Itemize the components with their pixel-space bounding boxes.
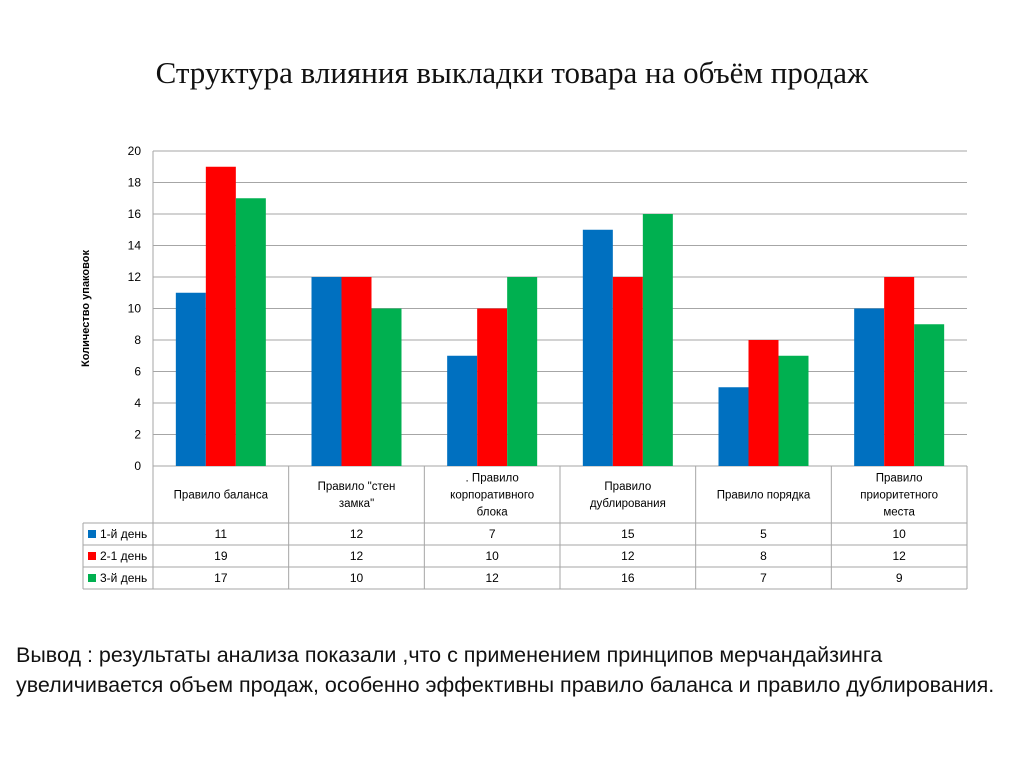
bar [914,324,945,466]
y-tick-label: 16 [128,207,142,221]
data-table-value: 19 [214,549,228,563]
category-label: Правило [604,481,651,493]
data-table-value: 15 [621,527,635,541]
y-axis-title: Количество упаковок [80,250,92,367]
bar [447,355,478,466]
category-label: Правило "стен [318,481,396,493]
y-tick-label: 14 [128,239,142,253]
bar [778,355,809,466]
legend-label: 1-й день [100,527,147,541]
y-tick-label: 12 [128,270,142,284]
bar [884,277,915,466]
y-tick-label: 8 [134,333,141,347]
data-table-value: 8 [760,549,767,563]
legend-key [88,530,96,538]
category-label: блока [477,507,509,519]
data-table-value: 12 [350,527,364,541]
bar [235,198,266,466]
legend-label: 2-1 день [100,549,147,563]
bar [582,229,613,466]
data-table-value: 10 [485,549,499,563]
category-label: Правило баланса [174,490,269,502]
data-table-value: 12 [621,549,635,563]
data-table-value: 10 [892,527,906,541]
bar [612,277,643,466]
bar [854,308,885,466]
bar [175,292,206,466]
bar [477,308,508,466]
data-table-value: 5 [760,527,767,541]
chart-title: Структура влияния выкладки товара на объ… [155,55,869,90]
category-label: Правило порядка [717,490,811,502]
data-table-value: 11 [215,527,228,541]
bar [718,387,749,466]
data-table-value: 10 [350,571,364,585]
category-label: замка" [339,498,374,510]
category-label: дублирования [590,498,666,510]
data-table-value: 17 [214,571,228,585]
y-tick-label: 6 [134,365,141,379]
data-table-value: 12 [350,549,364,563]
bar-chart: 0 2 4 6 8 10 12 14 16 18 20 Количество упаковок Прав… [80,144,968,590]
category-label: Правило [876,473,923,485]
bar [311,277,342,466]
bar [341,277,372,466]
legend-key [88,574,96,582]
conclusion-text: Вывод : результаты анализа показали ,что… [16,643,995,697]
data-table-value: 7 [489,527,496,541]
bar [642,214,673,466]
category-label: . Правило [466,473,519,485]
y-tick-label: 0 [134,459,141,473]
bar [507,277,538,466]
data-table-value: 7 [760,571,767,585]
bar [205,166,236,466]
legend-label: 3-й день [100,571,147,585]
data-table-value: 12 [485,571,499,585]
y-tick-label: 2 [134,428,141,442]
y-tick-label: 4 [134,396,141,410]
legend-key [88,552,96,560]
data-table-value: 12 [892,549,906,563]
y-tick-label: 18 [128,176,142,190]
bar [748,340,779,466]
category-label: приоритетного [860,490,938,502]
category-label: корпоративного [450,490,534,502]
bar [371,308,402,466]
data-table-value: 9 [896,571,903,585]
category-label: места [883,507,915,519]
data-table-value: 16 [621,571,635,585]
y-tick-label: 10 [128,302,142,316]
y-tick-label: 20 [128,144,142,158]
